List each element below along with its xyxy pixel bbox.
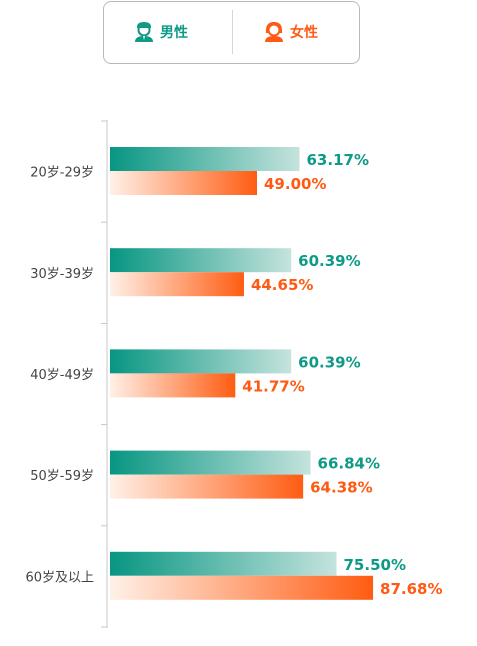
male-bar	[110, 349, 292, 374]
value-label: 66.84%	[318, 455, 380, 473]
value-label: 75.50%	[344, 556, 406, 574]
value-label: 44.65%	[251, 276, 313, 294]
legend: 男性 女性	[103, 1, 360, 64]
category-label: 20岁-29岁	[30, 166, 94, 181]
male-person-icon	[135, 22, 153, 42]
value-label: 60.39%	[298, 353, 360, 371]
value-label: 64.38%	[310, 479, 372, 497]
male-bar	[110, 551, 337, 576]
legend-label-male: 男性	[160, 25, 188, 41]
male-bar	[110, 248, 292, 273]
female-bar	[110, 171, 257, 195]
legend-separator	[232, 10, 233, 54]
value-label: 63.17%	[307, 151, 369, 169]
female-bar	[110, 373, 236, 398]
value-label: 60.39%	[298, 252, 360, 270]
legend-item-male[interactable]: 男性	[134, 2, 188, 62]
legend-label-female: 女性	[290, 25, 318, 41]
female-bar	[110, 474, 304, 499]
category-label: 30岁-39岁	[30, 267, 94, 282]
male-bar	[110, 147, 300, 171]
male-bar	[110, 450, 311, 475]
female-bar	[110, 575, 374, 600]
female-person-icon	[265, 22, 283, 42]
legend-item-female[interactable]: 女性	[264, 2, 318, 62]
value-label: 41.77%	[242, 377, 304, 395]
category-label: 50岁-59岁	[30, 469, 94, 484]
category-label: 60岁及以上	[25, 570, 94, 585]
female-bar	[110, 272, 244, 297]
value-label: 87.68%	[380, 580, 442, 598]
category-label: 40岁-49岁	[30, 368, 94, 383]
value-label: 49.00%	[264, 175, 326, 193]
